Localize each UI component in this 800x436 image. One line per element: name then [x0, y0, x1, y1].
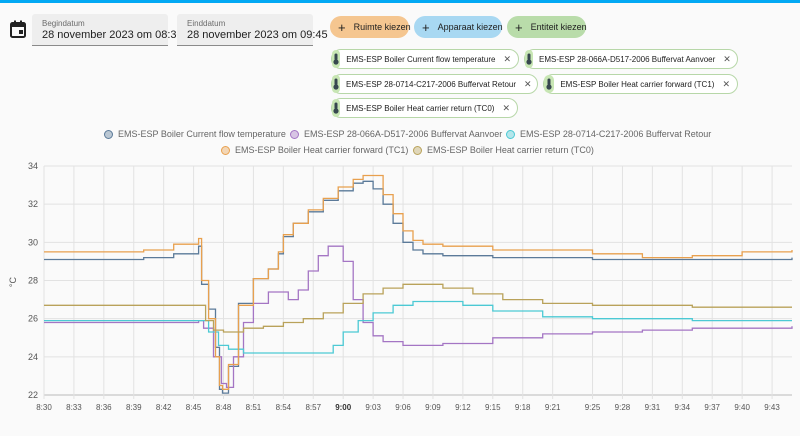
x-tick-label: 9:28	[615, 403, 631, 412]
x-tick-label: 9:15	[485, 403, 501, 412]
y-tick-label: 24	[28, 352, 38, 362]
x-tick-label: 8:51	[246, 403, 262, 412]
x-tick-label: 9:34	[675, 403, 691, 412]
legend-label: EMS-ESP 28-0714-C217-2006 Buffervat Reto…	[520, 129, 712, 139]
x-tick-label: 9:40	[734, 403, 750, 412]
entity-chip-label: EMS-ESP Boiler Current flow temperature	[346, 54, 496, 64]
y-tick-label: 22	[28, 390, 38, 400]
series-line	[44, 283, 792, 333]
x-tick-label: 8:45	[186, 403, 202, 412]
choose-area-label: Ruimte kiezen	[353, 22, 411, 32]
legend-item[interactable]: EMS-ESP Boiler Heat carrier return (TC0)	[413, 145, 594, 155]
thermometer-icon	[332, 50, 341, 68]
x-axis: 8:30 8:33 8:36 8:39 8:42 8:45 8:48 8:51 8:54 8:57…	[36, 403, 780, 412]
chart-lines	[44, 174, 793, 394]
entity-chip[interactable]: EMS-ESP 28-0714-C217-2006 Buffervat Reto…	[331, 74, 538, 94]
legend-swatch	[413, 145, 422, 155]
y-tick-label: 34	[28, 161, 38, 171]
series-line	[44, 174, 793, 390]
y-tick-label: 26	[28, 314, 38, 324]
chart-grid	[43, 165, 792, 399]
x-tick-label: 8:54	[276, 403, 292, 412]
top-accent-bar	[0, 0, 800, 3]
entity-chip-label: EMS-ESP Boiler Heat carrier return (TC0)	[346, 103, 495, 113]
legend-item[interactable]: EMS-ESP 28-0714-C217-2006 Buffervat Reto…	[506, 129, 711, 139]
x-tick-label: 8:30	[36, 403, 52, 412]
legend-swatch	[290, 129, 299, 139]
legend-label: EMS-ESP Boiler Current flow temperature	[118, 129, 286, 139]
thermometer-icon	[332, 99, 341, 117]
end-date-field[interactable]: Einddatum 28 november 2023 om 09:45	[177, 14, 328, 46]
close-icon[interactable]: ✕	[502, 102, 510, 113]
legend-swatch	[506, 129, 515, 139]
x-tick-label: 9:12	[455, 403, 471, 412]
x-tick-label: 9:00	[335, 403, 352, 412]
x-tick-label: 8:36	[96, 403, 112, 412]
entity-chip[interactable]: EMS-ESP 28-066A-D517-2006 Buffervat Aanv…	[524, 49, 738, 69]
end-date-value: 28 november 2023 om 09:45	[187, 29, 328, 41]
start-date-value: 28 november 2023 om 08:30	[42, 29, 183, 41]
choose-entity-label: Entiteit kiezen	[530, 22, 587, 32]
start-date-field[interactable]: Begindatum 28 november 2023 om 08:30	[32, 14, 183, 46]
series-line	[44, 245, 793, 389]
x-tick-label: 9:18	[515, 403, 531, 412]
x-tick-label: 8:39	[126, 403, 142, 412]
legend-swatch	[221, 145, 230, 155]
y-tick-label: 32	[28, 199, 38, 209]
choose-device-button[interactable]: + Apparaat kiezen	[414, 16, 503, 38]
calendar-icon[interactable]	[10, 20, 26, 38]
series-line	[44, 300, 792, 354]
close-icon[interactable]: ✕	[503, 53, 511, 64]
y-axis: 22 24 26 28 30 32 34	[28, 161, 38, 400]
close-icon[interactable]: ✕	[524, 78, 532, 89]
legend-swatch	[104, 129, 113, 139]
legend-item[interactable]: EMS-ESP Boiler Current flow temperature	[104, 129, 286, 139]
end-date-label: Einddatum	[187, 19, 226, 28]
y-axis-label: °C	[8, 276, 18, 287]
x-tick-label: 9:21	[545, 403, 561, 412]
x-tick-label: 8:57	[305, 403, 321, 412]
legend-label: EMS-ESP 28-066A-D517-2006 Buffervat Aanv…	[304, 129, 503, 139]
entity-chip-label: EMS-ESP Boiler Heat carrier forward (TC1…	[560, 79, 715, 89]
entity-chip[interactable]: EMS-ESP Boiler Current flow temperature …	[331, 49, 519, 69]
legend-item[interactable]: EMS-ESP Boiler Heat carrier forward (TC1…	[221, 145, 408, 155]
start-date-label: Begindatum	[42, 19, 85, 28]
x-tick-label: 9:43	[764, 403, 780, 412]
x-tick-label: 9:03	[365, 403, 381, 412]
legend-label: EMS-ESP Boiler Heat carrier forward (TC1…	[235, 145, 409, 155]
legend-label: EMS-ESP Boiler Heat carrier return (TC0)	[427, 145, 594, 155]
plus-icon: +	[422, 19, 430, 35]
series-line	[44, 180, 793, 394]
y-tick-label: 28	[28, 276, 38, 286]
close-icon[interactable]: ✕	[723, 53, 731, 64]
choose-area-button[interactable]: + Ruimte kiezen	[330, 16, 411, 38]
x-tick-label: 8:48	[216, 403, 232, 412]
plus-icon: +	[338, 19, 346, 35]
entity-chip[interactable]: EMS-ESP Boiler Heat carrier return (TC0)…	[331, 98, 518, 118]
thermometer-icon	[332, 75, 340, 93]
entity-chip-label: EMS-ESP 28-0714-C217-2006 Buffervat Reto…	[346, 79, 517, 89]
x-tick-label: 8:42	[156, 403, 172, 412]
y-tick-label: 30	[28, 237, 38, 247]
x-tick-label: 9:25	[585, 403, 601, 412]
x-tick-label: 9:37	[704, 403, 720, 412]
choose-device-label: Apparaat kiezen	[437, 22, 503, 32]
close-icon[interactable]: ✕	[722, 78, 730, 89]
legend-item[interactable]: EMS-ESP 28-066A-D517-2006 Buffervat Aanv…	[290, 129, 502, 139]
x-tick-label: 9:31	[645, 403, 661, 412]
x-tick-label: 9:09	[425, 403, 441, 412]
plus-icon: +	[515, 19, 523, 35]
x-tick-label: 8:33	[66, 403, 82, 412]
thermometer-icon	[525, 50, 533, 68]
entity-chip-label: EMS-ESP 28-066A-D517-2006 Buffervat Aanv…	[539, 54, 716, 64]
thermometer-icon	[544, 75, 555, 93]
entity-chip[interactable]: EMS-ESP Boiler Heat carrier forward (TC1…	[543, 74, 738, 94]
x-tick-label: 9:06	[395, 403, 411, 412]
choose-entity-button[interactable]: + Entiteit kiezen	[507, 16, 587, 38]
